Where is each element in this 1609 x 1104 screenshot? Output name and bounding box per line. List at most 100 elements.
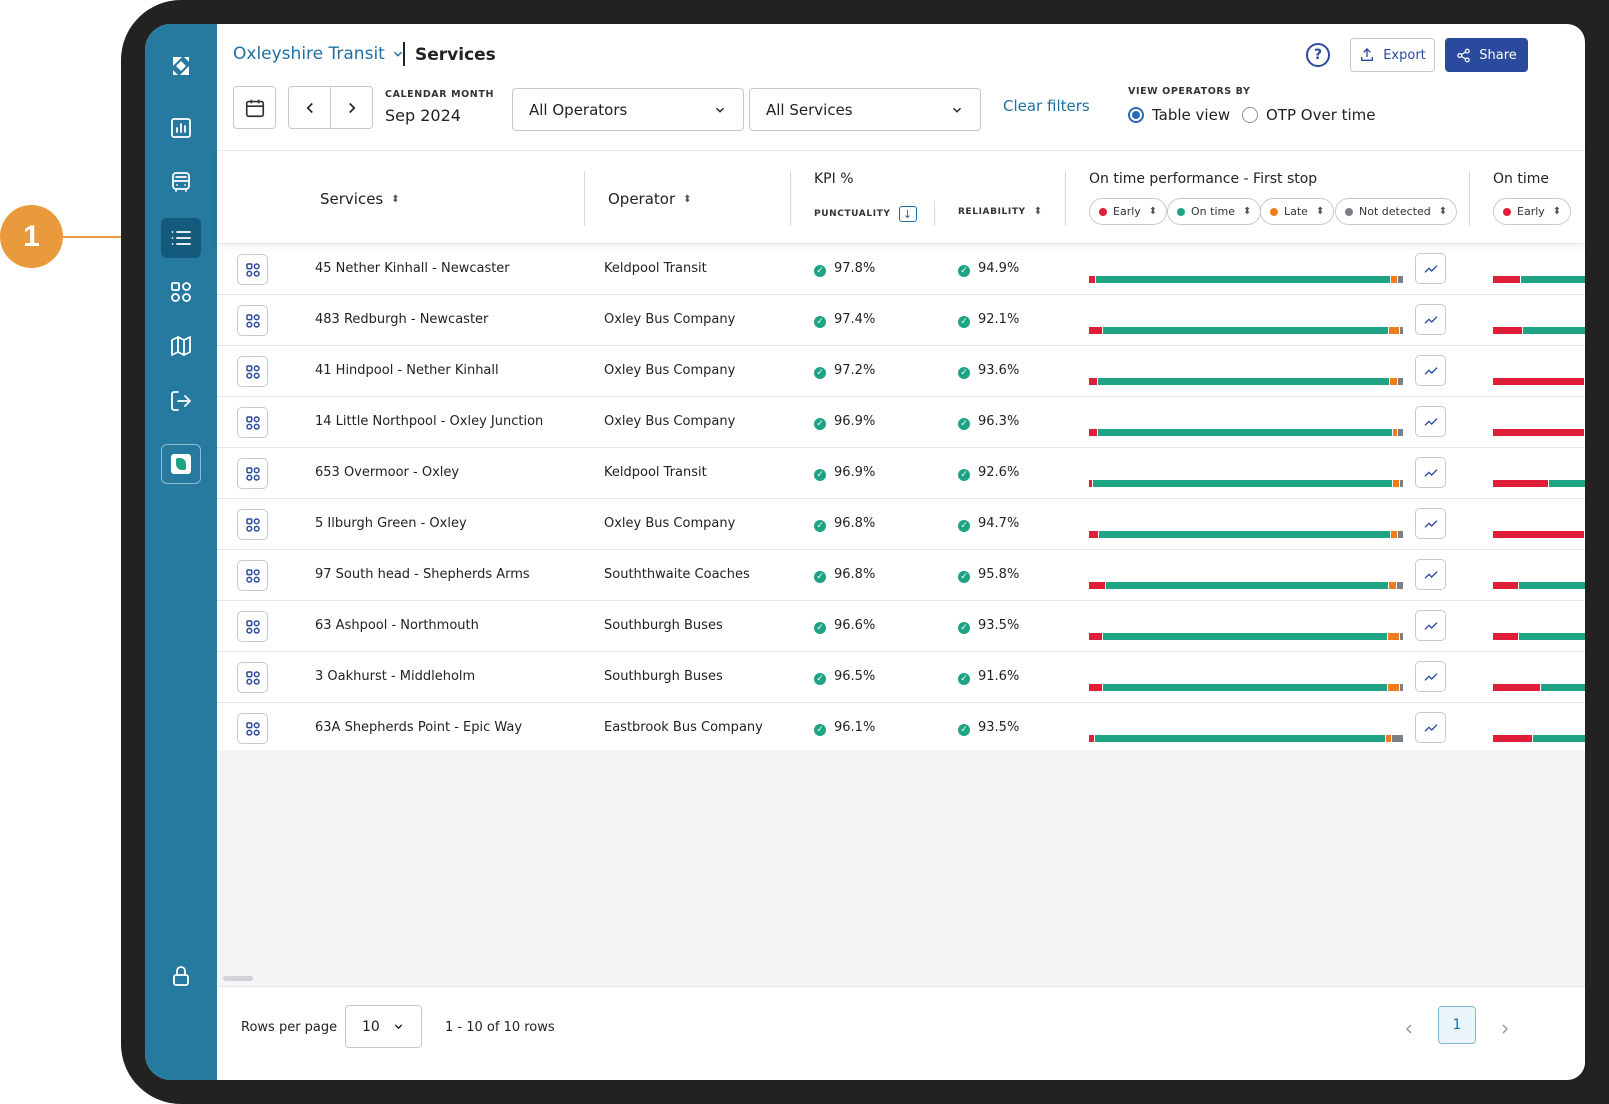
chip-on-time[interactable]: On time ⬍ — [1167, 198, 1262, 225]
otp-trend-button[interactable] — [1415, 559, 1446, 590]
page-1-button[interactable]: 1 — [1438, 1006, 1476, 1044]
col-divider — [934, 201, 935, 226]
row-details-button[interactable] — [237, 305, 268, 336]
row-details-button[interactable] — [237, 407, 268, 438]
calendar-button[interactable] — [233, 86, 276, 129]
operators-select[interactable]: All Operators — [512, 88, 744, 131]
app-screen: Oxleyshire Transit Services ? Export Sha… — [145, 24, 1585, 1080]
otp-late-segment — [1391, 531, 1398, 538]
share-button[interactable]: Share — [1445, 38, 1528, 72]
row-details-button[interactable] — [237, 509, 268, 540]
col-operator-header[interactable]: Operator ⬍ — [608, 190, 692, 208]
row-details-button[interactable] — [237, 713, 268, 744]
otp-trend-button[interactable] — [1415, 508, 1446, 539]
otp-trend-button[interactable] — [1415, 610, 1446, 641]
reliability-value: ✓ 96.3% — [958, 414, 1019, 430]
nav-services[interactable] — [161, 218, 201, 258]
table-row[interactable]: 45 Nether Kinhall - Newcaster Keldpool Tr… — [217, 244, 1585, 295]
sort-desc-icon: ↓ — [898, 206, 917, 222]
row-details-button[interactable] — [237, 662, 268, 693]
reliability-text: 93.5% — [978, 720, 1020, 735]
trend-line-icon — [1424, 519, 1437, 528]
logo-icon[interactable] — [161, 46, 201, 86]
nav-operators[interactable] — [161, 272, 201, 312]
otp-stacked-bar — [1089, 327, 1403, 334]
nav-dashboard[interactable] — [161, 108, 201, 148]
col-services-header[interactable]: Services ⬍ — [320, 190, 400, 208]
otp-early-segment — [1089, 531, 1099, 538]
view-otp-option[interactable]: OTP Over time — [1242, 106, 1376, 124]
annotation-line — [63, 236, 159, 238]
row-details-button[interactable] — [237, 611, 268, 642]
nav-map[interactable] — [161, 326, 201, 366]
prev-page-button[interactable] — [1397, 1017, 1421, 1041]
next-page-button[interactable] — [1493, 1017, 1517, 1041]
view-table-option[interactable]: Table view — [1128, 106, 1230, 124]
nav-logout[interactable] — [161, 381, 201, 421]
help-button[interactable]: ? — [1306, 43, 1330, 67]
chip-late[interactable]: Late ⬍ — [1260, 198, 1335, 225]
otp-trend-button[interactable] — [1415, 661, 1446, 692]
table-row[interactable]: 3 Oakhurst - Middleholm Southburgh Buses ✓… — [217, 652, 1585, 703]
punctuality-text: 96.9% — [834, 414, 876, 429]
check-circle-icon: ✓ — [814, 418, 826, 430]
punctuality-value: ✓ 96.8% — [814, 516, 875, 532]
chip-early-2[interactable]: Early ⬍ — [1493, 198, 1572, 225]
otp-trend-button[interactable] — [1415, 253, 1446, 284]
check-circle-icon: ✓ — [814, 520, 826, 532]
otp-trend-button[interactable] — [1415, 457, 1446, 488]
next-month-button[interactable] — [330, 86, 373, 129]
row-details-button[interactable] — [237, 254, 268, 285]
nav-vehicles[interactable] — [161, 162, 201, 202]
check-circle-icon: ✓ — [814, 571, 826, 583]
export-button[interactable]: Export — [1350, 38, 1435, 72]
table-row[interactable]: 5 Ilburgh Green - Oxley Oxley Bus Company… — [217, 499, 1585, 550]
col-reliability-header[interactable]: RELIABILITY ⬍ — [958, 207, 1042, 218]
otp-on-time-segment — [1102, 633, 1387, 640]
table-row[interactable]: 41 Hindpool - Nether Kinhall Oxley Bus Co… — [217, 346, 1585, 397]
nav-lock[interactable] — [161, 956, 201, 996]
punctuality-text: 96.9% — [834, 465, 876, 480]
table-row[interactable]: 653 Overmoor - Oxley Keldpool Transit ✓ 96.… — [217, 448, 1585, 499]
horizontal-scrollbar[interactable] — [223, 976, 253, 981]
rows-per-page-select[interactable]: 10 — [345, 1005, 422, 1048]
punctuality-text: 96.1% — [834, 720, 876, 735]
table-row[interactable]: 63A Shepherds Point - Epic Way Eastbrook … — [217, 703, 1585, 754]
otp-trend-button[interactable] — [1415, 406, 1446, 437]
chip-not-detected[interactable]: Not detected ⬍ — [1335, 198, 1458, 225]
org-selector[interactable]: Oxleyshire Transit — [233, 43, 405, 65]
services-select[interactable]: All Services — [749, 88, 981, 131]
punctuality-text: 97.4% — [834, 312, 876, 327]
otp2-early-segment — [1493, 582, 1519, 589]
service-name: 3 Oakhurst - Middleholm — [315, 669, 476, 684]
reliability-text: 92.1% — [978, 312, 1020, 327]
table-row[interactable]: 14 Little Northpool - Oxley Junction Oxle… — [217, 397, 1585, 448]
chip-early[interactable]: Early ⬍ — [1089, 198, 1168, 225]
otp-trend-button[interactable] — [1415, 712, 1446, 743]
prev-month-button[interactable] — [288, 86, 331, 129]
otp-stacked-bar — [1089, 684, 1403, 691]
otp-early-segment — [1089, 276, 1096, 283]
table-row[interactable]: 483 Redburgh - Newcaster Oxley Bus Compan… — [217, 295, 1585, 346]
otp-trend-button[interactable] — [1415, 304, 1446, 335]
otp2-early-segment — [1493, 684, 1541, 691]
list-icon — [171, 231, 191, 245]
otp-on-time-segment — [1093, 480, 1392, 487]
row-details-button[interactable] — [237, 356, 268, 387]
reliability-text: 93.6% — [978, 363, 1020, 378]
row-details-button[interactable] — [237, 560, 268, 591]
nav-app-switch[interactable] — [161, 444, 201, 484]
row-details-button[interactable] — [237, 458, 268, 489]
punctuality-text: 96.8% — [834, 567, 876, 582]
clear-filters-link[interactable]: Clear filters — [1003, 97, 1090, 115]
col-punctuality-header[interactable]: PUNCTUALITY ↓ — [814, 206, 917, 222]
otp2-early-segment — [1493, 276, 1521, 283]
otp2-stacked-bar — [1493, 378, 1585, 385]
otp2-on-time-segment — [1533, 735, 1585, 742]
otp-on-time-segment — [1097, 378, 1389, 385]
reliability-value: ✓ 93.5% — [958, 720, 1019, 736]
table-row[interactable]: 63 Ashpool - Northmouth Southburgh Buses ✓… — [217, 601, 1585, 652]
otp-trend-button[interactable] — [1415, 355, 1446, 386]
table-row[interactable]: 97 South head - Shepherds Arms Souththwai… — [217, 550, 1585, 601]
otp-on-time-segment — [1094, 735, 1386, 742]
